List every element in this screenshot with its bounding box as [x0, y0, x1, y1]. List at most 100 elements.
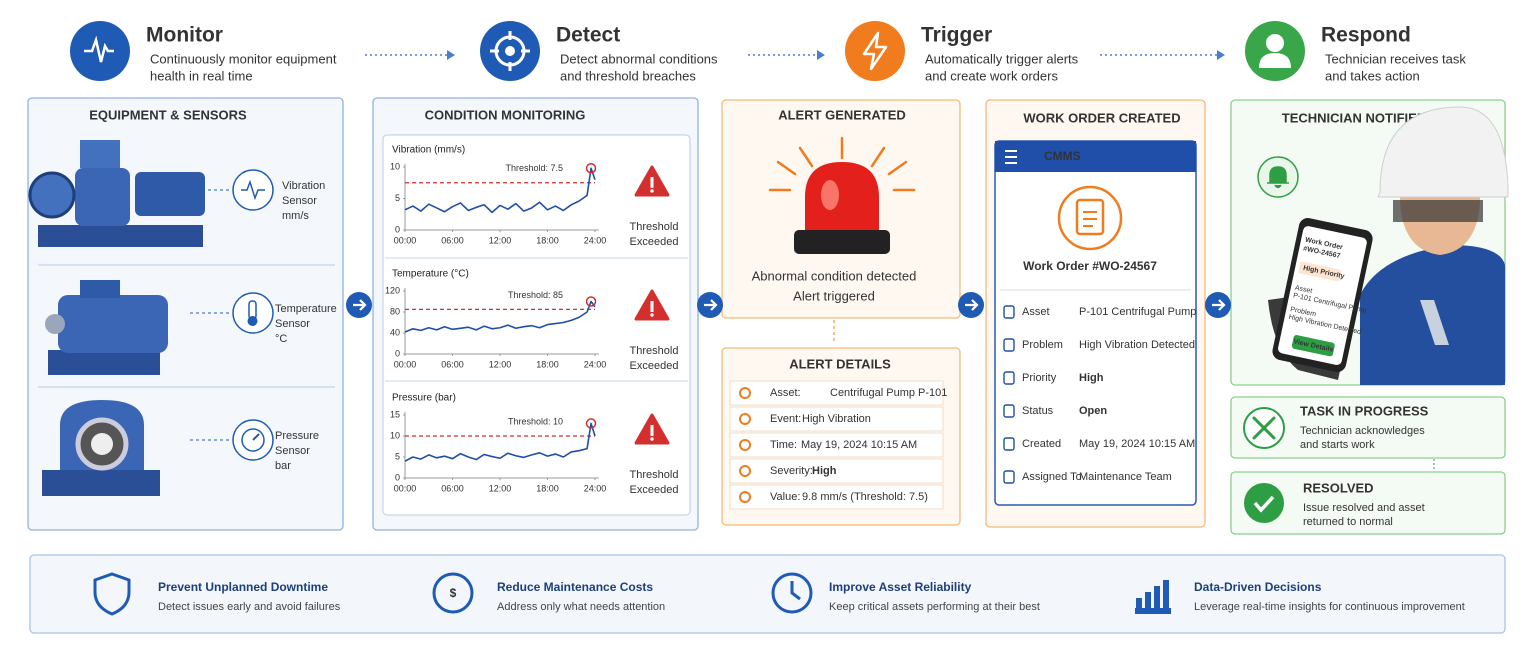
cmms-header	[995, 141, 1196, 172]
connector-arrow	[965, 299, 979, 311]
detail-value: High Vibration	[802, 413, 871, 425]
status-text: Threshold	[630, 345, 679, 357]
benefit-desc: Leverage real-time insights for continuo…	[1194, 601, 1465, 613]
cost-icon	[432, 572, 474, 614]
sensor-label: Pressure	[275, 430, 319, 442]
x-tick-label: 12:00	[489, 359, 512, 369]
siren-ray	[798, 146, 814, 168]
motor-base	[48, 350, 160, 375]
step-title: Respond	[1321, 24, 1411, 47]
row-value: May 19, 2024 10:15 AM	[1079, 438, 1195, 450]
pump-inlet	[28, 171, 76, 219]
y-tick-label: 10	[390, 161, 400, 171]
y-tick-label: 0	[395, 348, 400, 358]
step-desc: health in real time	[150, 68, 253, 83]
motor-box	[80, 280, 120, 298]
warning-mark	[650, 313, 654, 317]
row-value: P-101 Centrifugal Pump	[1079, 306, 1196, 318]
alert-text: Alert triggered	[793, 288, 875, 303]
y-tick-label: 0	[395, 224, 400, 234]
warning-mark	[650, 425, 654, 436]
benefit-title: Reduce Maintenance Costs	[497, 580, 653, 594]
resolved-title: RESOLVED	[1303, 480, 1374, 495]
detail-row	[729, 484, 944, 510]
threshold-label: Threshold: 85	[508, 290, 563, 300]
sensor-label: Sensor	[275, 445, 310, 457]
sensor-label: Sensor	[282, 195, 317, 207]
chart-title: Pressure (bar)	[392, 393, 456, 404]
detail-label: Event:	[770, 413, 801, 425]
warning-mark	[650, 189, 654, 193]
connector-arrow	[353, 299, 367, 311]
step-desc: and threshold breaches	[560, 68, 696, 83]
sensor-glyph	[241, 428, 265, 452]
step-desc: Detect abnormal conditions	[560, 51, 718, 66]
chart-title: Temperature (°C)	[392, 269, 469, 280]
phone-screen	[1278, 226, 1367, 365]
detail-row	[729, 458, 944, 484]
flow-arrow-head	[1217, 50, 1225, 60]
y-tick-label: 10	[390, 430, 400, 440]
step-desc: and create work orders	[925, 68, 1058, 83]
x-tick-label: 24:00	[584, 359, 607, 369]
detail-row	[729, 432, 944, 458]
target-icon	[490, 31, 530, 71]
siren-dome	[805, 162, 879, 232]
row-icon	[1003, 371, 1015, 385]
detail-value: 9.8 mm/s (Threshold: 7.5)	[802, 491, 928, 503]
row-icon	[1003, 404, 1015, 418]
detail-value: Centrifugal Pump P-101	[830, 387, 947, 399]
data-line	[404, 167, 596, 214]
siren-shine	[821, 180, 839, 210]
y-tick-label: 15	[390, 409, 400, 419]
panel-title: TECHNICIAN NOTIFIED	[1282, 110, 1426, 125]
chart-title: Vibration (mm/s)	[392, 145, 465, 156]
bearing-base	[42, 470, 160, 496]
x-tick-label: 12:00	[489, 483, 512, 493]
x-tick-label: 06:00	[441, 359, 464, 369]
panel	[1230, 396, 1506, 459]
data-line	[404, 422, 596, 462]
flow-arrow-head	[817, 50, 825, 60]
task-desc: Technician acknowledges	[1300, 425, 1425, 437]
benefit-desc: Detect issues early and avoid failures	[158, 601, 341, 613]
row-label: Problem	[1022, 339, 1063, 351]
step-title: Detect	[556, 24, 620, 47]
target-icon	[505, 46, 515, 56]
sensor-glyph	[252, 433, 260, 441]
bell-glyph	[1267, 166, 1289, 189]
connector-arrow	[704, 299, 718, 311]
row-label: Status	[1022, 405, 1054, 417]
step-desc: Continuously monitor equipment	[150, 51, 337, 66]
sensor-glyph	[247, 316, 258, 326]
row-label: Assigned To	[1022, 471, 1082, 483]
x-tick-label: 18:00	[536, 359, 559, 369]
status-text: Threshold	[630, 221, 679, 233]
benefit-desc: Address only what needs attention	[497, 601, 665, 613]
task-glyph	[1252, 416, 1276, 440]
alert-text: Abnormal condition detected	[752, 268, 917, 283]
threshold-label: Threshold: 10	[508, 416, 563, 426]
warning-mark	[650, 177, 654, 188]
detail-value: High	[812, 465, 837, 477]
step-title: Monitor	[146, 24, 223, 47]
row-value: Maintenance Team	[1079, 471, 1172, 483]
threshold-label: Threshold: 7.5	[505, 163, 563, 173]
task-desc: and starts work	[1300, 439, 1375, 451]
row-icon	[1003, 305, 1015, 319]
sensor-label: mm/s	[282, 210, 309, 222]
peak-marker	[585, 296, 597, 307]
bearing-hole	[91, 433, 113, 455]
clipboard	[1075, 198, 1105, 236]
row-icon	[1003, 437, 1015, 451]
row-value: High	[1079, 372, 1104, 384]
shield-icon	[93, 572, 131, 616]
row-icon	[1003, 338, 1015, 352]
detail-icon	[739, 439, 751, 451]
status-text: Exceeded	[630, 236, 679, 248]
x-tick-label: 12:00	[489, 235, 512, 245]
detail-row	[729, 380, 944, 406]
siren-ray	[887, 160, 908, 176]
x-tick-label: 24:00	[584, 483, 607, 493]
